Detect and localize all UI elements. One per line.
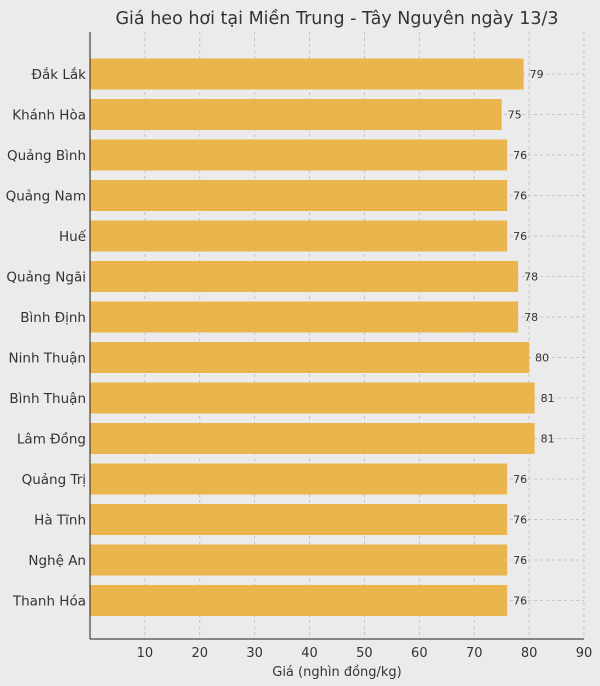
y-tick-label: Quảng Ngãi [6,270,86,286]
bar [90,544,508,576]
bars: 79 75 76 76 76 78 78 80 81 81 76 76 76 76 [90,58,555,616]
bar [90,342,530,373]
bar [90,301,519,333]
bar [90,220,508,252]
bar [90,463,508,495]
x-tick-label: 30 [246,646,263,661]
data-label: 76 [513,554,527,567]
y-tick-label: Bình Định [20,310,86,326]
bar [90,423,535,454]
data-label: 76 [513,149,527,162]
data-label: 76 [513,473,527,486]
data-label: 80 [535,352,549,365]
y-tick-label: Quảng Nam [6,189,86,205]
x-tick-label: 70 [466,646,483,661]
x-tick-label: 50 [356,646,373,661]
bar [90,382,535,414]
y-tick-label: Quảng Bình [7,148,86,164]
data-label: 75 [508,109,522,122]
x-tick-label: 90 [576,646,593,661]
data-label: 81 [541,392,555,405]
data-label: 76 [513,514,527,527]
x-tick-label: 40 [301,646,318,661]
y-tick-label: Đắk Lắk [32,66,87,83]
bar [90,261,519,292]
x-tick-label: 60 [411,646,428,661]
data-label: 76 [513,595,527,608]
bar [90,58,524,90]
bar [90,180,508,211]
data-label: 79 [530,68,544,81]
data-label: 76 [513,190,527,203]
chart-title: Giá heo hơi tại Miền Trung - Tây Nguyên … [116,8,559,29]
y-tick-label: Ninh Thuận [9,351,86,367]
y-tick-label: Nghệ An [28,553,86,569]
x-axis-label: Giá (nghìn đồng/kg) [272,665,402,680]
y-tick-label: Huế [59,228,87,245]
x-tick-label: 10 [137,646,154,661]
y-tick-label: Hà Tĩnh [34,513,86,529]
data-label: 78 [524,271,538,284]
bar [90,139,508,171]
bar [90,99,502,130]
y-tick-label: Bình Thuận [9,391,86,407]
y-tick-label: Khánh Hòa [12,108,86,124]
data-label: 81 [541,433,555,446]
data-label: 78 [524,311,538,324]
y-tick-label: Lâm Đồng [17,431,86,448]
x-tick-label: 20 [192,646,209,661]
y-tick-label: Thanh Hóa [12,594,86,610]
bar [90,504,508,535]
x-tick-label: 80 [521,646,538,661]
bar [90,585,508,616]
y-tick-label: Quảng Trị [22,472,86,488]
axes: 10 20 30 40 50 60 70 80 90 Đắk Lắk Khánh Hòa Quảng … [6,32,593,661]
data-label: 76 [513,230,527,243]
